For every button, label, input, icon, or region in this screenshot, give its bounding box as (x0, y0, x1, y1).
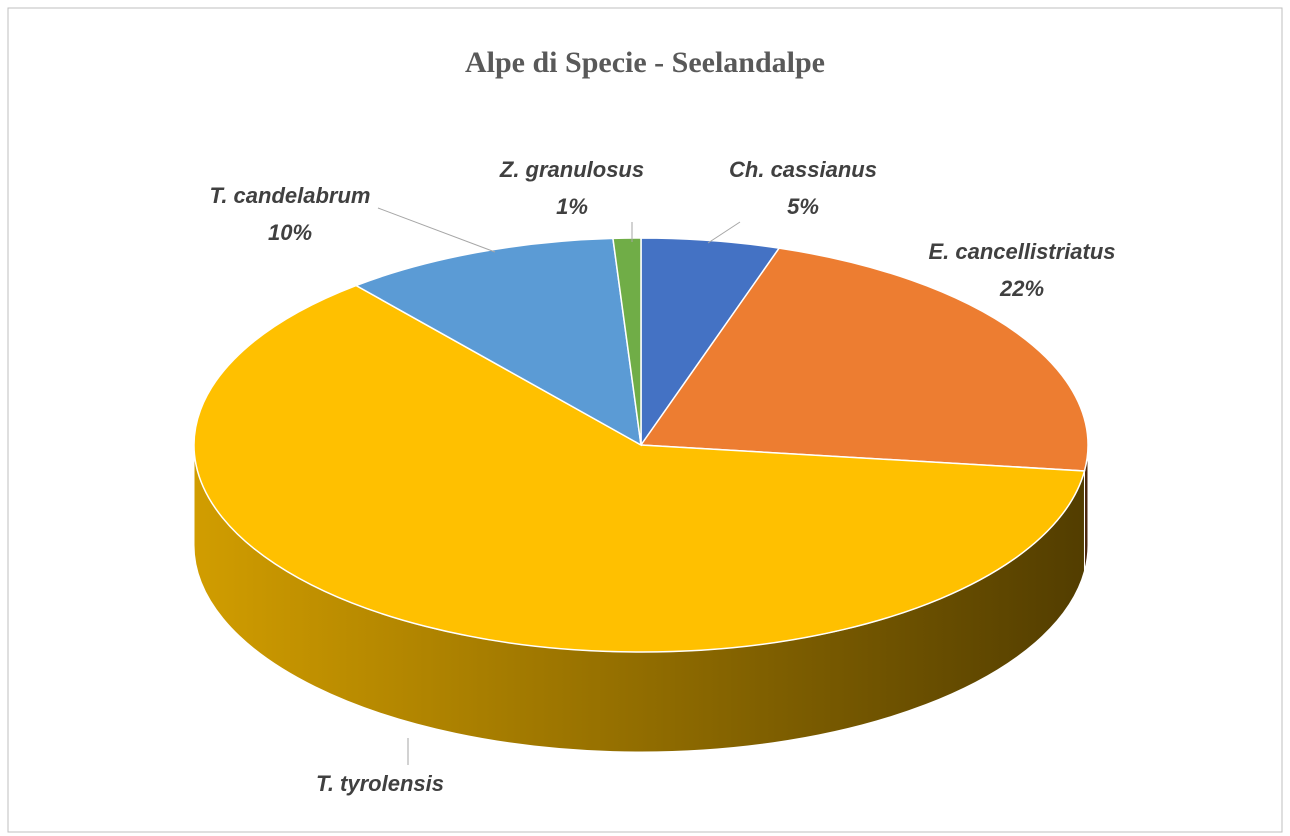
data-label-name: Ch. cassianus (729, 157, 877, 182)
pie-slice (354, 237, 642, 447)
pie-slice (612, 237, 642, 446)
data-label-value: 1% (556, 194, 588, 219)
leader-line (377, 207, 496, 253)
pie-slice (639, 247, 1089, 472)
data-label-value: 22% (999, 276, 1044, 301)
data-label-name: T. candelabrum (210, 183, 371, 208)
data-label-name: T. tyrolensis (316, 771, 444, 796)
pie-slice (193, 284, 1086, 653)
data-label-value: 10% (268, 220, 312, 245)
data-label-value: 5% (787, 194, 819, 219)
chart-title: Alpe di Specie - Seelandalpe (465, 46, 825, 79)
leader-line (707, 221, 741, 244)
data-label-name: E. cancellistriatus (928, 239, 1115, 264)
data-label-name: Z. granulosus (499, 157, 644, 182)
